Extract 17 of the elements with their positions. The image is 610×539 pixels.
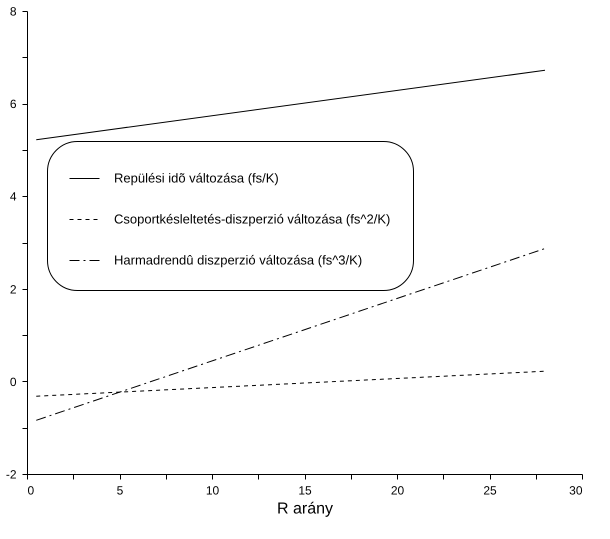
x-tick-label: 30 — [569, 484, 583, 498]
legend-label: Harmadrendû diszperzió változása (fs^3/K) — [114, 252, 362, 268]
y-tick-label: 8 — [10, 4, 17, 18]
x-tick-label: 15 — [298, 484, 312, 498]
y-tick-label: 4 — [10, 190, 17, 204]
legend-label: Csoportkésleltetés-diszperzió változása (fs^2/K) — [114, 212, 390, 226]
y-tick-label: 6 — [10, 97, 17, 112]
x-tick-label: 10 — [206, 484, 220, 498]
x-axis-title: R arány — [276, 500, 334, 518]
x-tick-label: 20 — [390, 484, 404, 498]
x-tick-label: 5 — [116, 484, 124, 498]
x-tick-label: 25 — [483, 484, 497, 498]
y-tick-label: 0 — [10, 374, 17, 389]
legend-label: Repülési idõ változása (fs/K) — [114, 170, 279, 186]
y-tick-label: 2 — [10, 282, 17, 296]
y-tick-label: -2 — [6, 468, 17, 482]
x-tick-label: 0 — [28, 484, 34, 498]
